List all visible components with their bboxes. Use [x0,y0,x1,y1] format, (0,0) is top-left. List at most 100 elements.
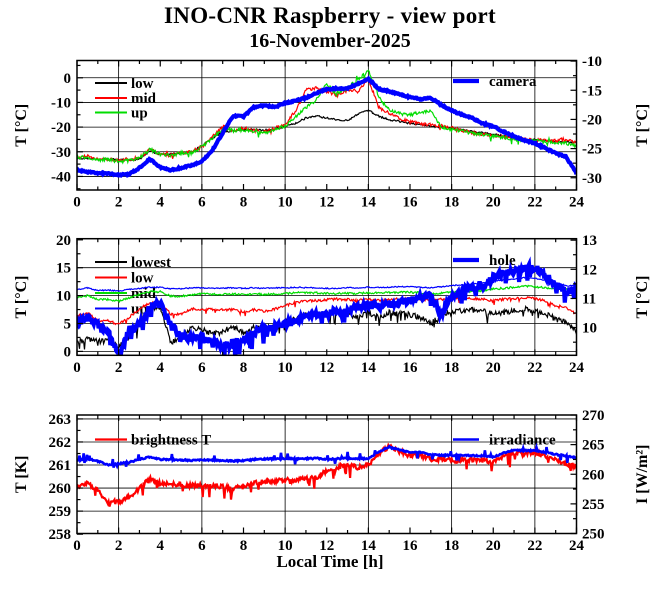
y-right-tick-label: -10 [582,54,602,70]
legend-label: lowest [131,255,171,271]
x-axis-title: Local Time [h] [276,552,384,571]
legend-label: mid [131,286,157,302]
x-tick-label: 24 [569,195,585,211]
y-right-tick-label: 250 [582,527,605,543]
series-irradiance [77,442,577,470]
x-tick-label: 24 [569,360,585,376]
x-tick-label: 18 [444,360,459,376]
series-mid [77,284,577,304]
y-left-axis-title: T [K] [13,456,30,493]
series-brightness-T [77,442,577,507]
x-tick-label: 18 [444,538,459,554]
x-tick-label: 20 [486,195,501,211]
x-tick-label: 4 [157,360,165,376]
x-tick-label: 10 [278,360,293,376]
y-left-axis-title: T [°C] [13,276,30,319]
legend-label: brightness T [131,433,211,449]
x-tick-label: 12 [319,360,334,376]
x-tick-label: 6 [198,538,206,554]
y-left-tick-label: 263 [49,412,72,428]
y-left-tick-label: -40 [51,169,71,185]
y-right-tick-label: 270 [582,408,605,424]
x-tick-label: 2 [115,538,123,554]
x-tick-label: 14 [361,538,377,554]
y-right-axis-title: T [°C] [634,276,651,319]
legend-entry-mid: mid [95,91,157,107]
y-left-tick-label: 0 [64,71,72,87]
y-right-tick-label: -25 [582,142,602,158]
y-right-tick-label: 10 [582,321,597,337]
x-tick-label: 10 [278,538,293,554]
x-tick-label: 10 [278,195,293,211]
legend-entry-low: low [95,76,154,92]
legend-entry-irradiance: irradiance [453,433,556,449]
x-tick-label: 4 [157,538,165,554]
y-right-tick-label: -30 [582,171,602,187]
legend-entry-lowest: lowest [95,255,171,271]
legend-entry-camera: camera [453,74,537,90]
x-tick-label: 22 [527,360,542,376]
y-left-tick-label: 20 [56,233,71,249]
y-right-tick-label: 260 [582,467,605,483]
legend-label: mid [131,91,157,107]
x-tick-label: 0 [73,195,81,211]
x-tick-label: 16 [403,538,419,554]
x-tick-label: 14 [361,195,377,211]
y-left-tick-label: -20 [51,120,71,136]
x-tick-label: 8 [240,538,248,554]
y-left-tick-label: -10 [51,95,71,111]
series-camera [77,75,577,179]
legend-label: hole [489,253,516,269]
y-left-tick-label: 259 [49,504,72,520]
axis-ticks [76,60,578,190]
x-tick-label: 8 [240,360,248,376]
x-tick-label: 12 [319,538,334,554]
x-tick-label: 22 [527,195,542,211]
x-tick-label: 16 [403,360,419,376]
x-tick-label: 14 [361,360,377,376]
y-left-tick-label: 258 [49,527,72,543]
y-right-axis-title: I [W/m²] [634,445,651,504]
figure-date-subtitle: 16-November-2025 [249,30,411,52]
y-right-tick-label: -20 [582,112,602,128]
x-tick-label: 0 [73,360,81,376]
y-left-tick-label: 15 [56,261,71,277]
y-right-tick-label: 13 [582,233,597,249]
x-tick-label: 8 [240,195,248,211]
x-tick-label: 24 [569,538,585,554]
y-right-axis-title: T [°C] [634,104,651,147]
legend-entry-mid: mid [95,286,157,302]
figure-title: INO-CNR Raspberry - view port [164,3,496,28]
series-up [77,69,577,165]
y-left-tick-label: 10 [56,289,71,305]
x-tick-label: 12 [319,195,334,211]
series-hole [77,256,577,356]
y-left-tick-label: 260 [49,481,72,497]
legend-entry-low: low [95,271,154,287]
legend-label: irradiance [489,433,556,449]
x-tick-label: 20 [486,538,501,554]
x-tick-label: 20 [486,360,501,376]
x-tick-label: 4 [157,195,165,211]
y-left-tick-label: 0 [64,344,72,360]
legend-entry-up: up [95,106,148,122]
legend-entry-brightness-T: brightness T [95,433,211,449]
y-left-axis-title: T [°C] [13,104,30,147]
legend-label: camera [489,74,537,90]
y-left-tick-label: 5 [64,317,72,333]
y-right-tick-label: 255 [582,497,605,513]
y-left-tick-label: 262 [49,435,72,451]
x-tick-label: 2 [115,195,123,211]
x-tick-label: 0 [73,538,81,554]
y-right-tick-label: 12 [582,262,597,278]
x-tick-label: 6 [198,195,206,211]
axis-ticks [76,238,578,356]
y-right-tick-label: 11 [582,291,596,307]
x-tick-label: 2 [115,360,123,376]
axis-ticks [76,414,578,535]
y-right-tick-label: -15 [582,83,602,99]
